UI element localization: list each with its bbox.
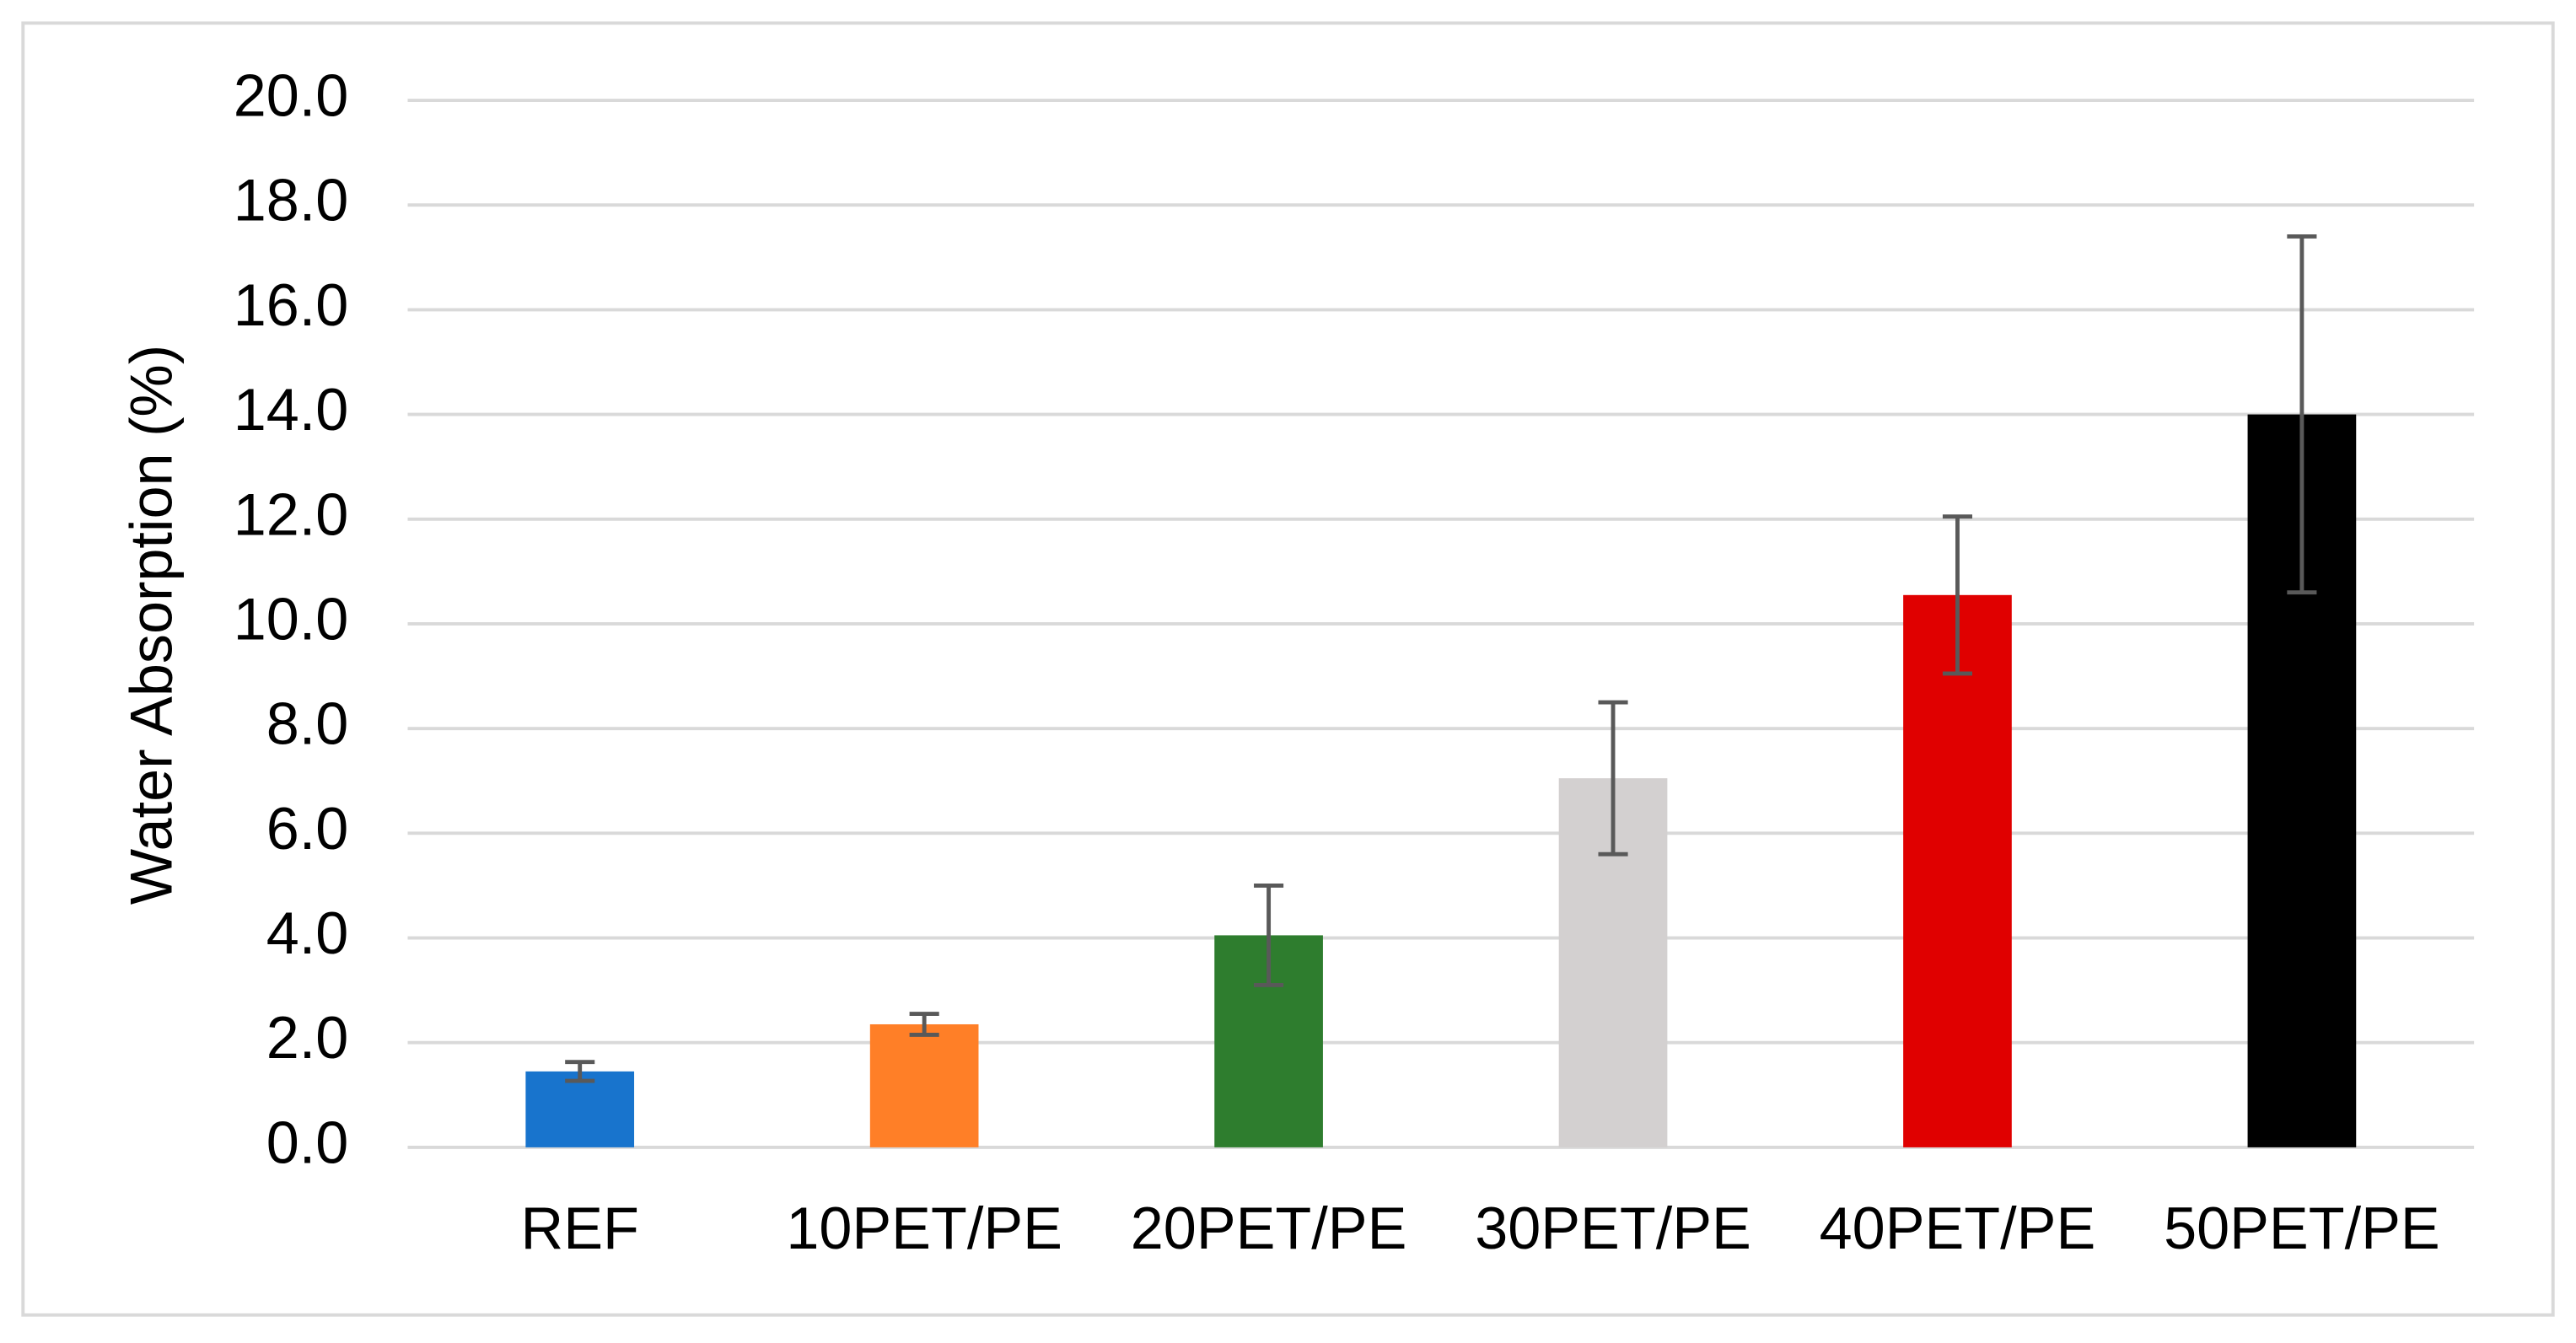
y-tick-label: 10.0 — [234, 585, 349, 652]
y-axis-title: Water Absorption (%) — [118, 345, 185, 905]
y-tick-label: 2.0 — [266, 1004, 349, 1071]
error-bar — [1254, 883, 1284, 987]
y-tick-label: 6.0 — [266, 795, 349, 862]
y-tick-label: 8.0 — [266, 690, 349, 757]
error-bar — [1598, 700, 1628, 857]
error-bar — [565, 1060, 595, 1083]
y-tick-label: 12.0 — [234, 481, 349, 547]
error-bar — [2287, 234, 2317, 595]
y-tick-label: 16.0 — [234, 271, 349, 338]
x-tick-label: REF — [521, 1195, 639, 1261]
error-bar — [909, 1012, 939, 1037]
y-tick-label: 4.0 — [266, 900, 349, 966]
bar — [1903, 594, 2012, 1147]
x-tick-label: 50PET/PE — [2164, 1195, 2440, 1261]
x-tick-label: 10PET/PE — [786, 1195, 1062, 1261]
x-tick-label: 20PET/PE — [1131, 1195, 1407, 1261]
y-tick-label: 18.0 — [234, 167, 349, 234]
bar — [869, 1023, 979, 1147]
y-tick-label: 14.0 — [234, 376, 349, 443]
bar — [525, 1071, 635, 1147]
y-tick-label: 20.0 — [234, 62, 349, 129]
y-tick-label: 0.0 — [266, 1109, 349, 1175]
error-bar — [1942, 514, 1973, 676]
x-tick-label: 40PET/PE — [1820, 1195, 2096, 1261]
x-tick-label: 30PET/PE — [1475, 1195, 1751, 1261]
